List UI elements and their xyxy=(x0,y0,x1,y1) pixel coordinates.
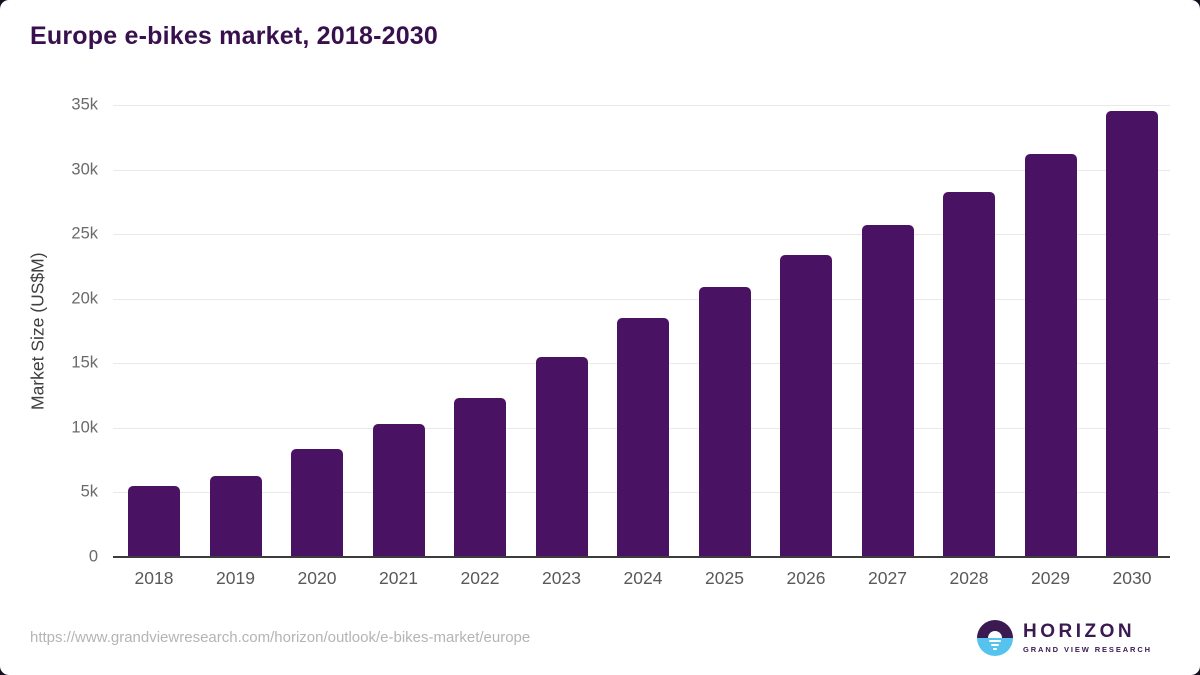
y-tick-label: 15k xyxy=(71,353,98,372)
bar-2028 xyxy=(943,191,995,557)
bar-2021 xyxy=(372,423,425,557)
logo-sea xyxy=(976,638,1013,656)
y-tick-label: 0 xyxy=(88,547,98,566)
bar-2020 xyxy=(291,448,343,557)
gridline xyxy=(113,169,1170,171)
logo-text: HORIZON GRAND VIEW RESEARCH xyxy=(1023,622,1152,654)
bar-2027 xyxy=(861,225,914,557)
x-axis-line xyxy=(113,556,1170,558)
bar-2030 xyxy=(1106,111,1158,557)
x-tick-label: 2027 xyxy=(868,568,907,588)
y-tick-label: 35k xyxy=(71,95,98,114)
x-tick-label: 2026 xyxy=(786,568,826,588)
sunset-horizon-icon xyxy=(976,620,1013,656)
logo-reflection xyxy=(990,644,999,646)
x-tick-label: 2028 xyxy=(949,568,989,588)
bar-2018 xyxy=(128,485,180,557)
bar-series xyxy=(113,105,1170,557)
bar-2024 xyxy=(617,318,669,557)
y-tick-label: 10k xyxy=(71,418,98,437)
bar-2029 xyxy=(1024,154,1077,557)
plot-area xyxy=(113,105,1170,557)
logo-reflection xyxy=(988,640,1001,642)
chart-title: Europe e-bikes market, 2018-2030 xyxy=(30,22,439,50)
x-tick-label: 2025 xyxy=(705,568,744,588)
logo-reflection xyxy=(992,648,997,650)
logo-sky xyxy=(976,620,1013,638)
y-tick-label: 25k xyxy=(71,224,98,243)
x-tick-label: 2019 xyxy=(216,568,255,588)
y-axis-tick-labels: 0 5k 10k 15k 20k 25k 30k 35k xyxy=(0,96,98,566)
gridline xyxy=(113,234,1170,236)
logo-brand-subtitle: GRAND VIEW RESEARCH xyxy=(1022,645,1152,654)
gridline xyxy=(113,298,1170,300)
x-tick-label: 2021 xyxy=(379,568,418,588)
x-tick-label: 2029 xyxy=(1031,568,1070,588)
bar-2023 xyxy=(535,356,588,557)
x-tick-label: 2023 xyxy=(542,568,581,588)
logo-brand-name: HORIZON xyxy=(1022,621,1136,642)
horizon-logo: HORIZON GRAND VIEW RESEARCH xyxy=(976,620,1152,656)
bar-2019 xyxy=(209,475,262,557)
y-tick-label: 5k xyxy=(80,482,98,501)
x-axis-tick-labels: 2018 2019 2020 2021 2022 2023 2024 2025 2026 2027… xyxy=(113,568,1170,589)
x-tick-label: 2020 xyxy=(297,568,337,588)
logo-sun xyxy=(987,631,1002,638)
x-tick-label: 2030 xyxy=(1112,568,1152,588)
source-url: https://www.grandviewresearch.com/horizo… xyxy=(30,629,531,646)
x-tick-label: 2024 xyxy=(623,568,663,588)
x-tick-label: 2022 xyxy=(460,568,500,588)
y-tick-label: 30k xyxy=(71,160,98,179)
bar-2025 xyxy=(698,287,751,557)
bar-2026 xyxy=(780,254,832,557)
bar-2022 xyxy=(454,398,506,557)
y-tick-label: 20k xyxy=(71,289,98,308)
x-tick-label: 2018 xyxy=(134,568,174,588)
gridline xyxy=(113,105,1170,106)
